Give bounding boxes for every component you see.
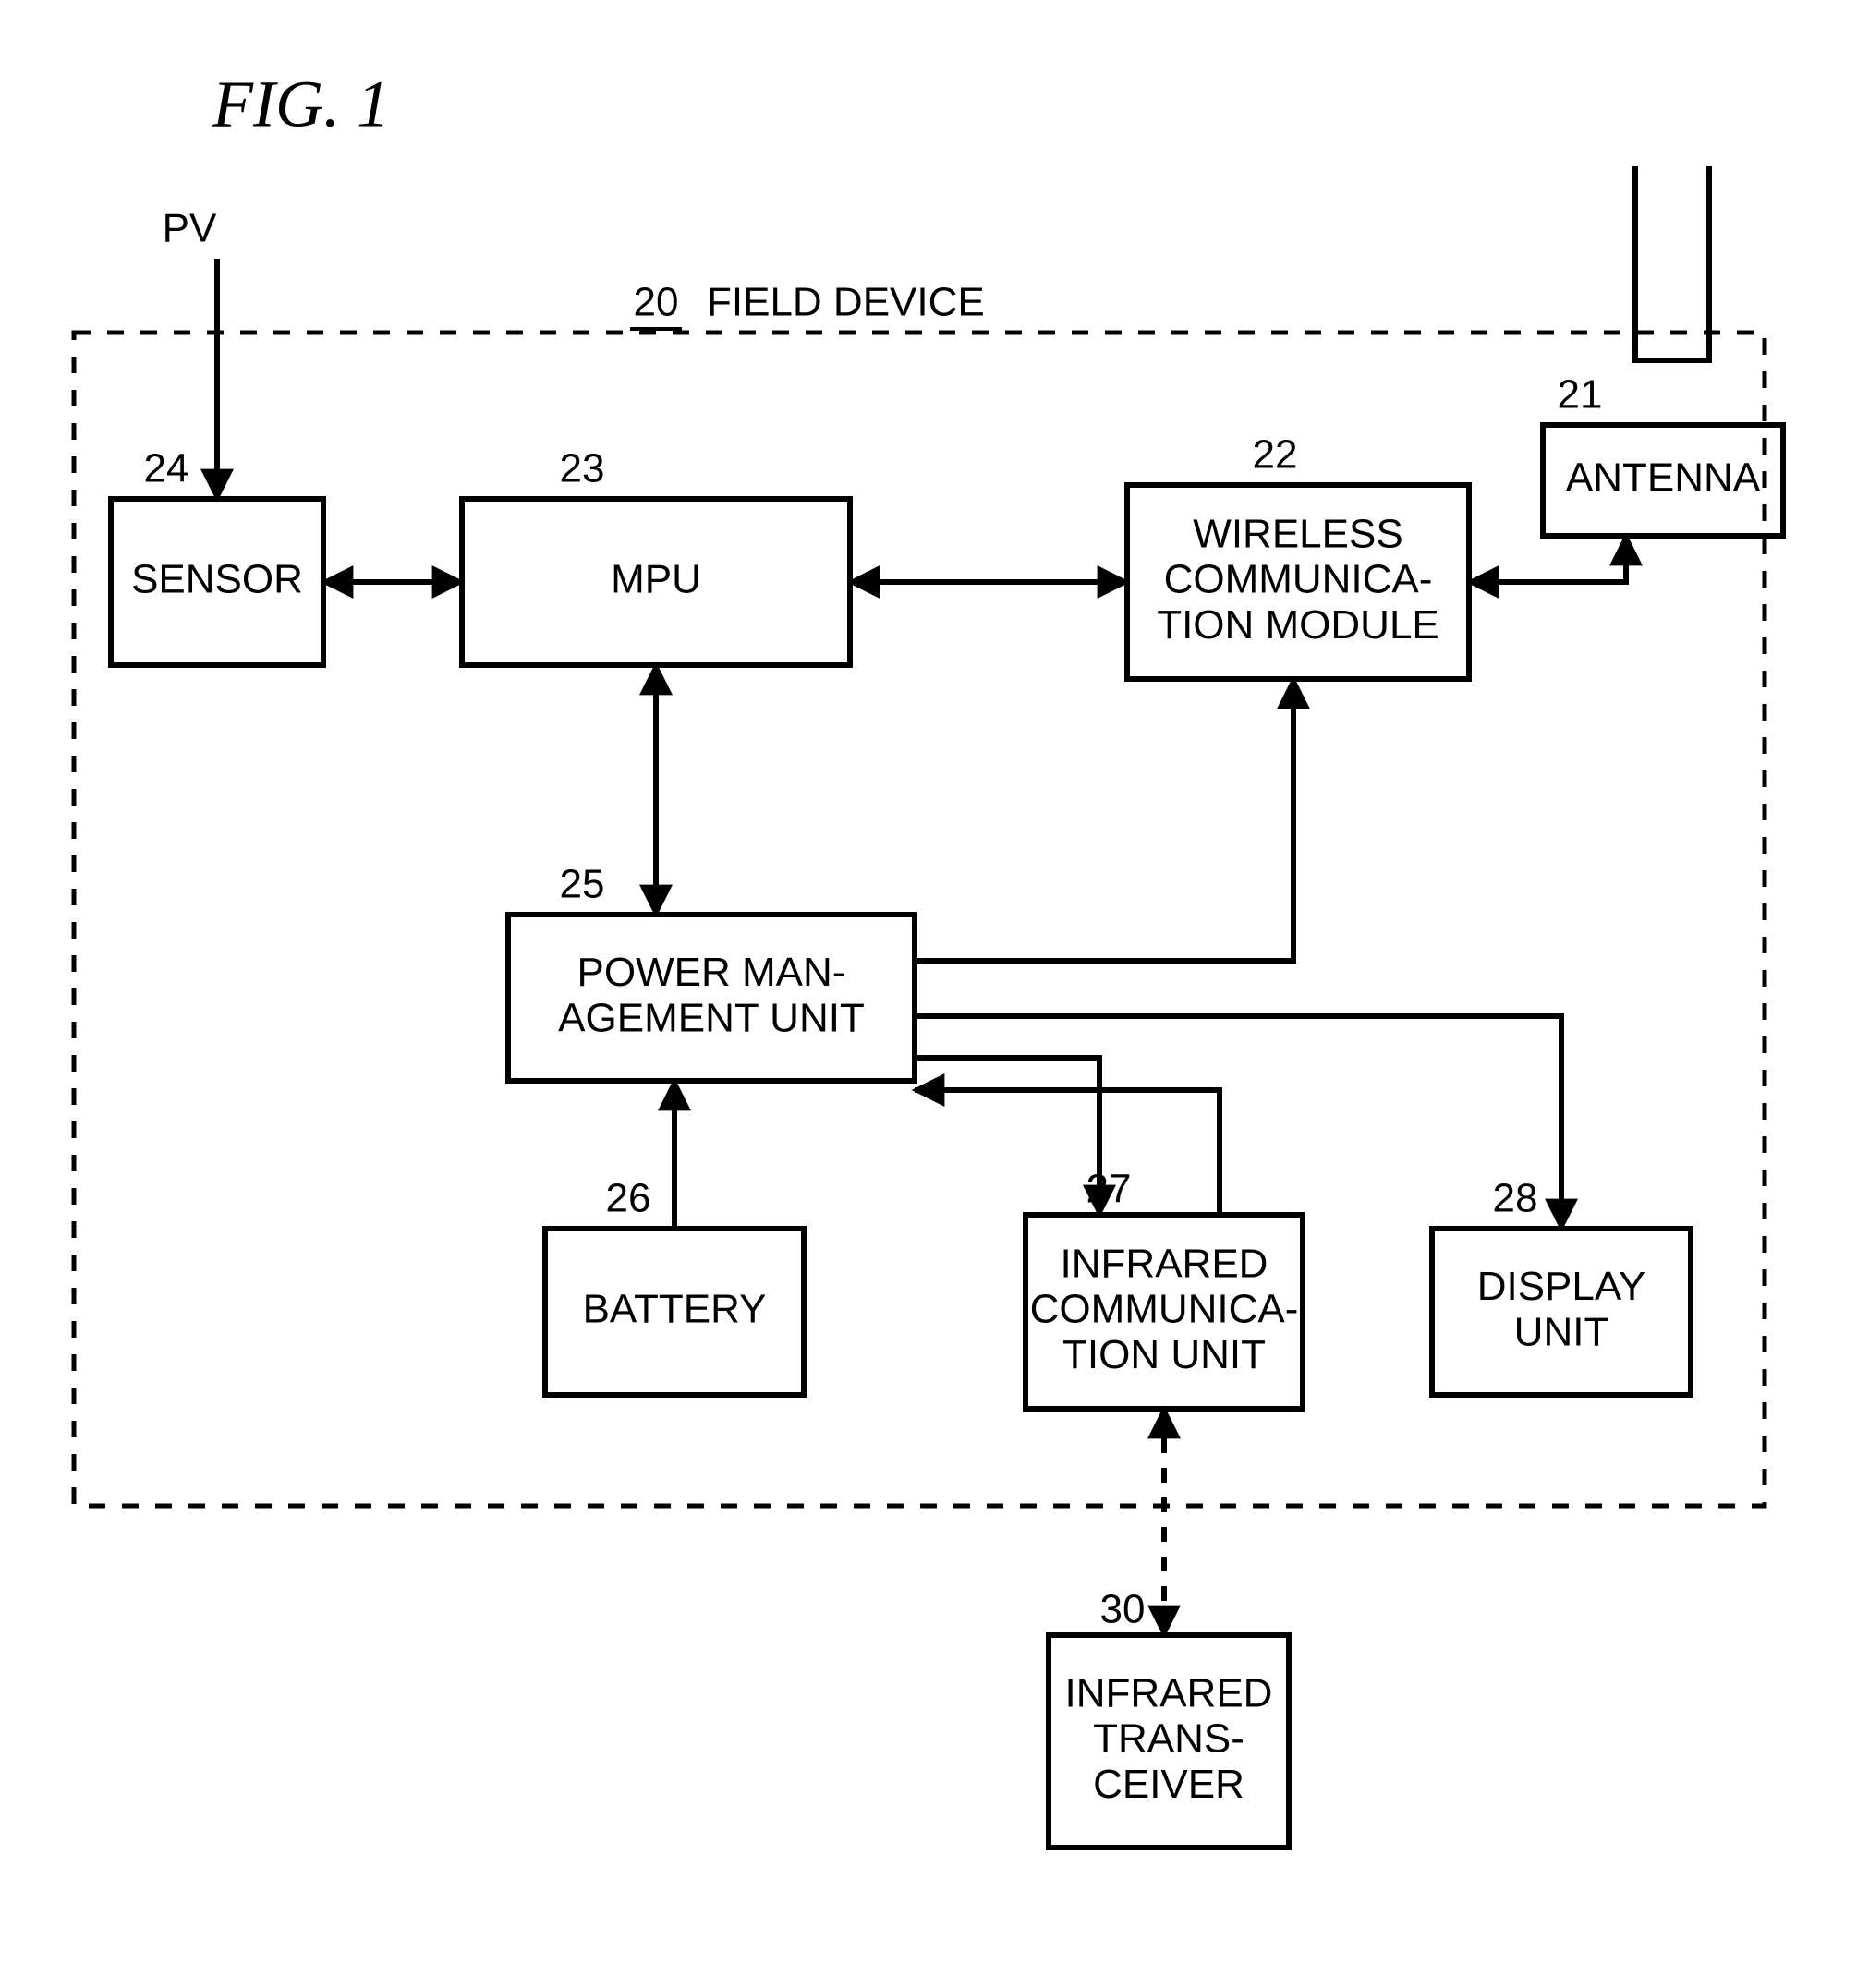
edge-infrared-power-in bbox=[915, 1090, 1220, 1215]
display-label: UNIT bbox=[1514, 1309, 1609, 1354]
display-ref: 28 bbox=[1493, 1176, 1538, 1221]
edge-power-wireless bbox=[915, 679, 1293, 961]
wireless-label: COMMUNICA- bbox=[1164, 557, 1433, 602]
sensor-ref: 24 bbox=[144, 446, 189, 491]
edge-power-infrared-out bbox=[915, 1058, 1099, 1215]
transceiver-ref: 30 bbox=[1100, 1587, 1146, 1632]
sensor-label: SENSOR bbox=[131, 557, 303, 602]
antenna-label: ANTENNA bbox=[1566, 455, 1761, 501]
pv-label: PV bbox=[163, 206, 217, 251]
wireless-label: WIRELESS bbox=[1193, 511, 1402, 556]
display-label: DISPLAY bbox=[1477, 1264, 1646, 1309]
transceiver-label: TRANS- bbox=[1093, 1716, 1244, 1762]
transceiver-label: INFRARED bbox=[1065, 1670, 1273, 1715]
edge-power-display bbox=[915, 1016, 1561, 1229]
antenna-ref: 21 bbox=[1558, 372, 1603, 418]
battery-ref: 26 bbox=[606, 1176, 651, 1221]
wireless-ref: 22 bbox=[1253, 432, 1298, 478]
battery-label: BATTERY bbox=[583, 1287, 767, 1332]
field-device-container bbox=[74, 333, 1765, 1506]
edge-wireless-antenna bbox=[1469, 536, 1626, 582]
power-ref: 25 bbox=[560, 862, 605, 907]
transceiver-label: CEIVER bbox=[1093, 1762, 1244, 1807]
container-ref: 20 bbox=[634, 280, 679, 325]
infrared-label: TION UNIT bbox=[1062, 1332, 1266, 1377]
block-diagram: FIG. 1 PV 20 FIELD DEVICE SENSOR 24 MPU 23 WIREL… bbox=[0, 0, 1857, 1988]
power-label: POWER MAN- bbox=[577, 950, 846, 995]
mpu-ref: 23 bbox=[560, 446, 605, 491]
wireless-label: TION MODULE bbox=[1157, 602, 1439, 648]
mpu-label: MPU bbox=[611, 557, 701, 602]
infrared-ref: 27 bbox=[1086, 1167, 1132, 1212]
figure-label: FIG. 1 bbox=[212, 67, 390, 141]
infrared-label: COMMUNICA- bbox=[1030, 1287, 1299, 1332]
infrared-label: INFRARED bbox=[1061, 1241, 1268, 1286]
container-name: FIELD DEVICE bbox=[707, 280, 985, 325]
power-label: AGEMENT UNIT bbox=[558, 995, 865, 1040]
